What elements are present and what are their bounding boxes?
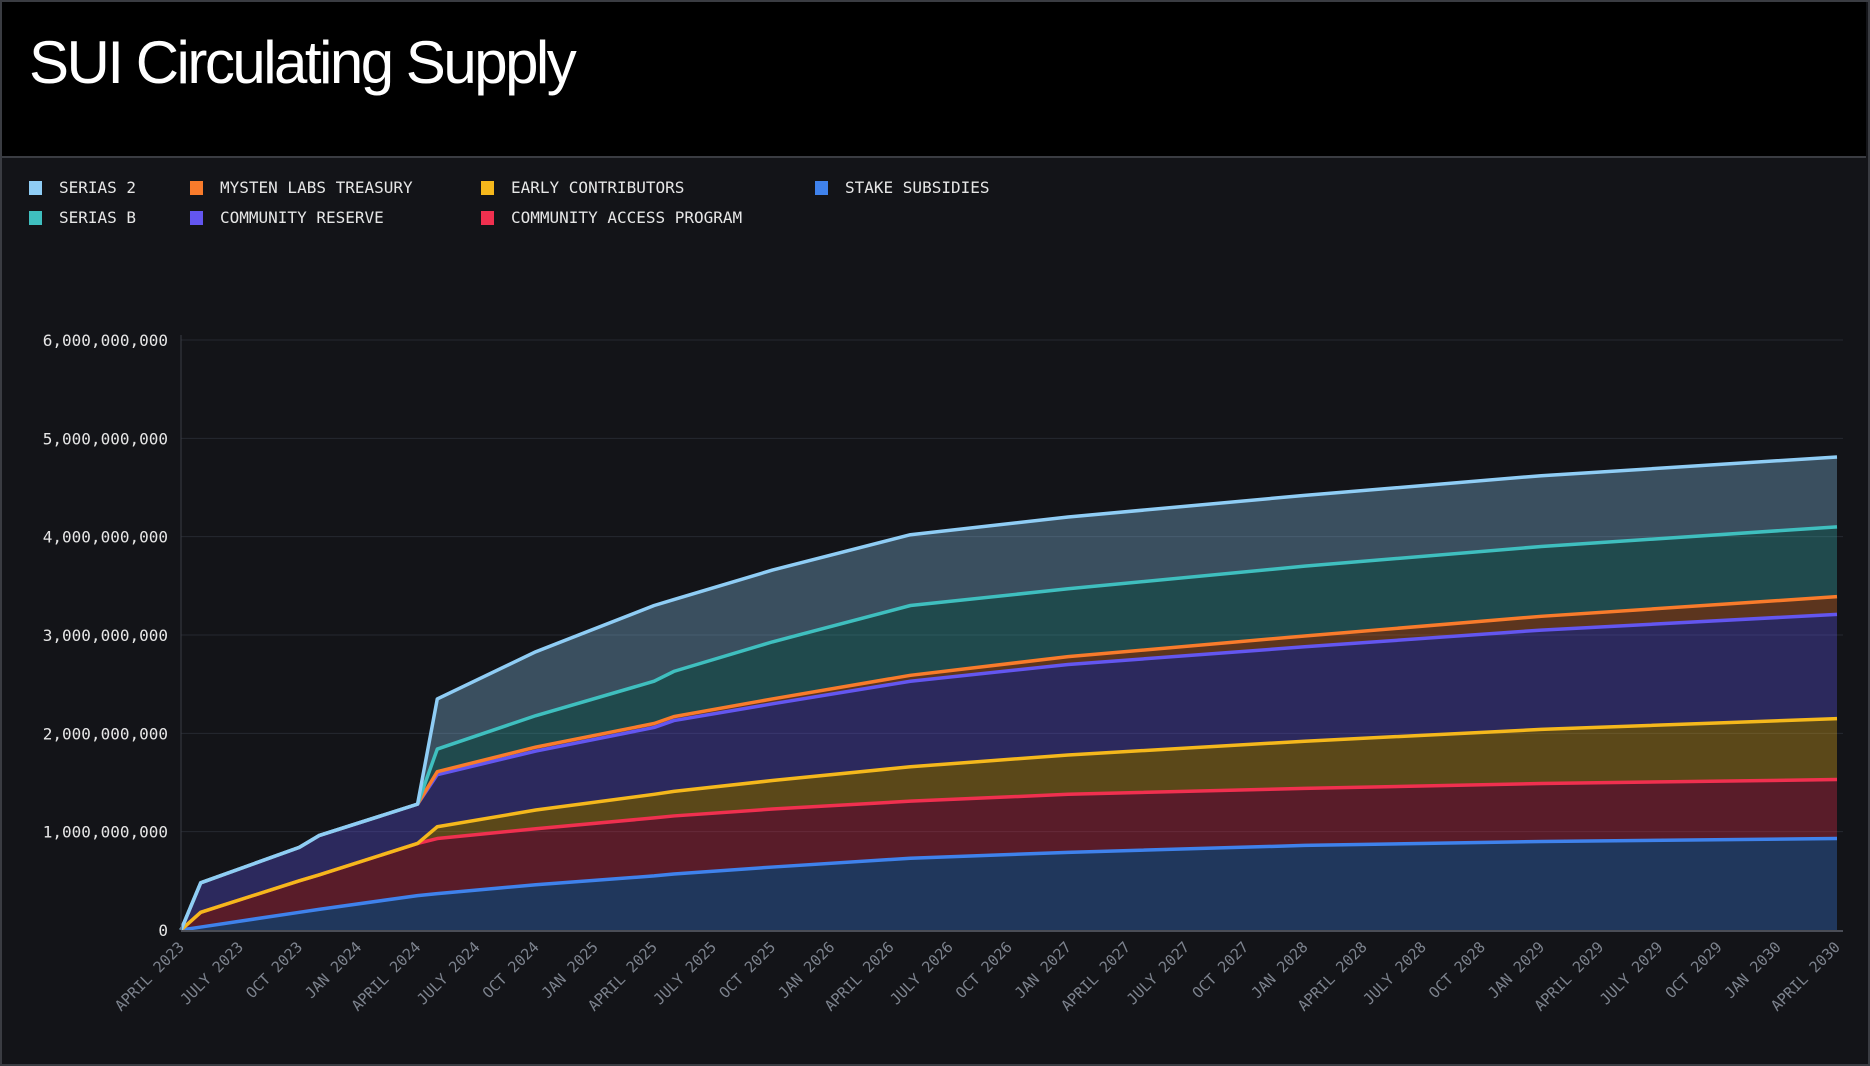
x-tick-label: OCT 2028 xyxy=(1425,938,1489,1002)
legend-swatch xyxy=(190,180,203,195)
legend-item-community-access-program[interactable]: COMMUNITY ACCESS PROGRAM xyxy=(481,208,742,227)
y-tick-label: 5,000,000,000 xyxy=(43,429,168,448)
legend-item-early-contributors[interactable]: EARLY CONTRIBUTORS xyxy=(481,178,684,197)
x-tick-label: JULY 2025 xyxy=(650,938,720,1008)
area-serias-2 xyxy=(181,457,1837,930)
x-tick-label: JULY 2028 xyxy=(1360,938,1430,1008)
header: SUI Circulating Supply xyxy=(2,2,1866,158)
legend-swatch xyxy=(29,210,42,225)
x-tick-label: OCT 2024 xyxy=(479,938,543,1002)
x-tick-label: JAN 2029 xyxy=(1484,938,1548,1002)
x-tick-label: JAN 2028 xyxy=(1248,938,1312,1002)
area-early-contributors xyxy=(181,718,1837,930)
legend-swatch xyxy=(190,210,203,225)
x-tick-label: JULY 2023 xyxy=(177,938,247,1008)
legend-label: STAKE SUBSIDIES xyxy=(845,178,990,197)
x-tick-label: OCT 2029 xyxy=(1662,938,1726,1002)
legend-item-community-reserve[interactable]: COMMUNITY RESERVE xyxy=(190,208,384,227)
x-tick-label: OCT 2025 xyxy=(715,938,779,1002)
y-tick-label: 6,000,000,000 xyxy=(43,331,168,350)
legend-item-mysten-labs-treasury[interactable]: MYSTEN LABS TREASURY xyxy=(190,178,413,197)
legend-label: SERIAS 2 xyxy=(59,178,137,197)
x-tick-label: JAN 2025 xyxy=(538,938,602,1002)
x-tick-label: OCT 2023 xyxy=(242,938,306,1002)
x-tick-label: JAN 2030 xyxy=(1721,938,1785,1002)
legend-item-serias-b[interactable]: SERIAS B xyxy=(29,208,136,227)
area-community-reserve xyxy=(181,614,1837,930)
legend-label: SERIAS B xyxy=(59,208,137,227)
legend-label: COMMUNITY ACCESS PROGRAM xyxy=(511,208,743,227)
x-tick-label: JULY 2029 xyxy=(1596,938,1666,1008)
legend-swatch xyxy=(815,180,828,195)
x-tick-label: JAN 2024 xyxy=(301,938,365,1002)
y-tick-label: 0 xyxy=(158,921,168,940)
legend-swatch xyxy=(481,210,494,225)
legend-label: MYSTEN LABS TREASURY xyxy=(220,178,413,197)
x-tick-label: JULY 2026 xyxy=(886,938,956,1008)
x-tick-label: APRIL 2023 xyxy=(111,938,188,1015)
legend-label: COMMUNITY RESERVE xyxy=(220,208,384,227)
x-tick-label: JULY 2027 xyxy=(1123,938,1193,1008)
page-title: SUI Circulating Supply xyxy=(29,29,577,96)
area-serias-b xyxy=(181,526,1837,930)
legend-swatch xyxy=(481,180,494,195)
y-tick-label: 3,000,000,000 xyxy=(43,626,168,645)
x-tick-label: OCT 2027 xyxy=(1189,938,1253,1002)
y-tick-label: 4,000,000,000 xyxy=(43,528,168,547)
x-tick-label: JAN 2027 xyxy=(1011,938,1075,1002)
x-tick-label: OCT 2026 xyxy=(952,938,1016,1002)
area-stake-subsidies xyxy=(181,838,1837,930)
area-community-access-program xyxy=(181,779,1837,930)
legend-label: EARLY CONTRIBUTORS xyxy=(511,178,685,197)
legend-swatch xyxy=(29,180,42,195)
x-tick-label: JULY 2024 xyxy=(413,938,483,1008)
x-tick-label: JAN 2026 xyxy=(775,938,839,1002)
legend-item-stake-subsidies[interactable]: STAKE SUBSIDIES xyxy=(815,178,990,197)
y-tick-label: 2,000,000,000 xyxy=(43,724,168,743)
y-tick-label: 1,000,000,000 xyxy=(43,823,168,842)
legend-item-serias-2[interactable]: SERIAS 2 xyxy=(29,178,136,197)
